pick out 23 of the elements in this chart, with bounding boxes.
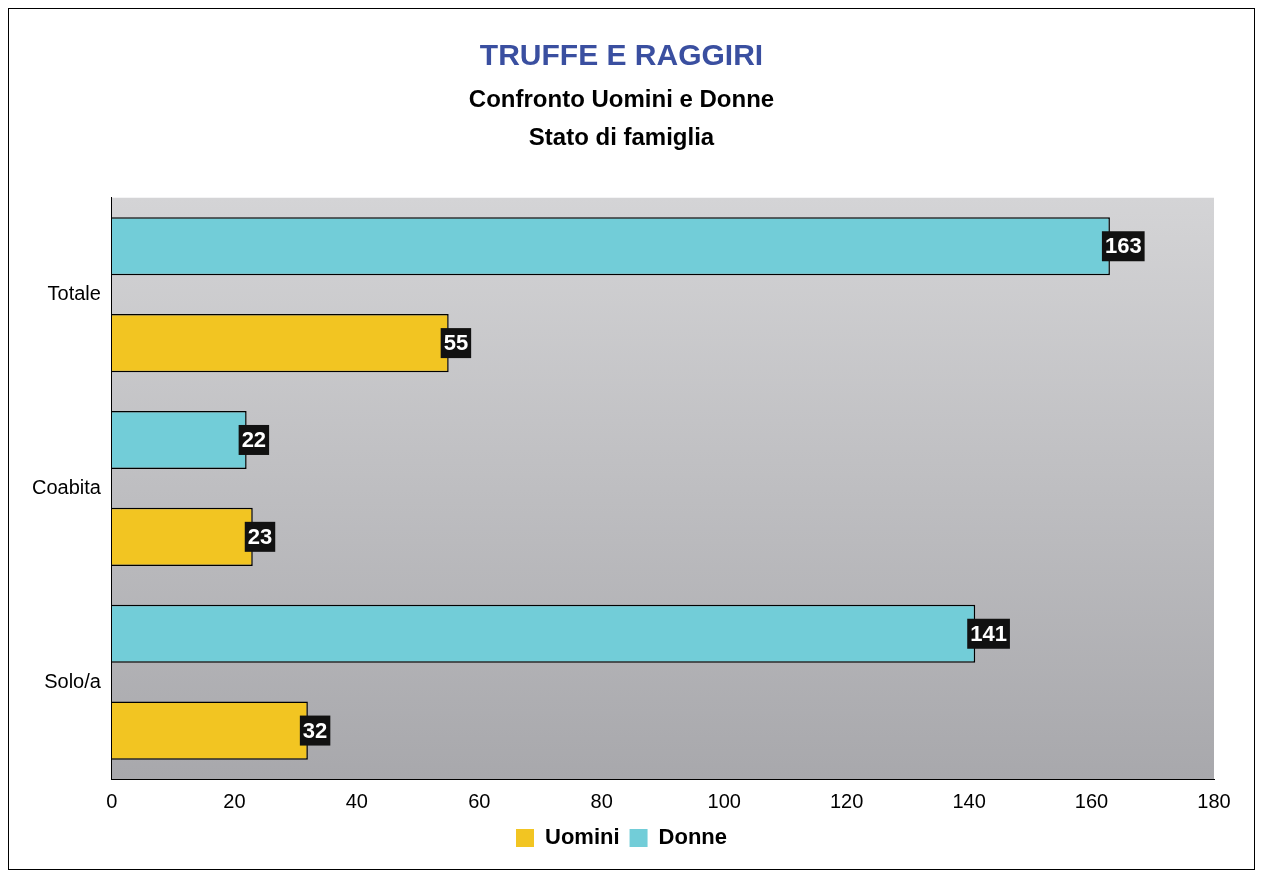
data-label: 55: [443, 330, 469, 356]
x-tick-label: 60: [468, 789, 491, 812]
x-tick-label: 100: [707, 789, 741, 812]
x-tick-label: 20: [223, 789, 246, 812]
data-label: 22: [241, 427, 267, 453]
y-tick-label: Coabita: [32, 475, 102, 498]
x-tick-label: 160: [1074, 789, 1109, 812]
x-tick-label: 40: [345, 789, 368, 812]
legend-label: Donne: [658, 824, 728, 850]
x-tick-label: 0: [106, 789, 118, 812]
x-tick-label: 140: [952, 789, 986, 812]
data-label: 141: [970, 620, 1007, 646]
legend-label: Uomini: [545, 824, 620, 850]
data-label: 163: [1104, 233, 1142, 259]
data-label: 32: [302, 717, 328, 743]
y-tick-label: Totale: [47, 282, 101, 305]
chart-title: TRUFFE E RAGGIRI: [479, 38, 764, 72]
x-tick-label: 180: [1197, 789, 1231, 812]
chart-subtitle: Confronto Uomini e Donne Stato di famiglia: [468, 84, 775, 151]
x-tick-label: 80: [590, 789, 613, 812]
x-tick-label: 120: [829, 789, 864, 812]
data-label: 23: [247, 523, 273, 549]
y-tick-label: Solo/a: [44, 669, 102, 692]
